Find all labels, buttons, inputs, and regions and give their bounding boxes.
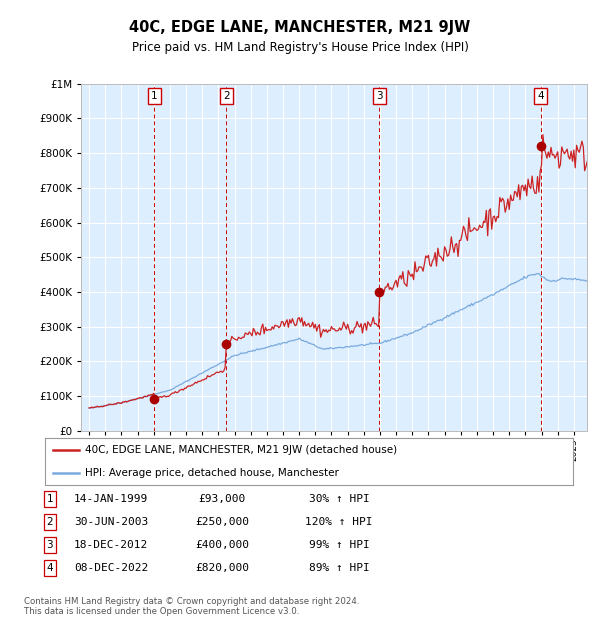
- Text: 14-JAN-1999: 14-JAN-1999: [74, 494, 148, 504]
- Text: £400,000: £400,000: [195, 540, 249, 550]
- Text: 120% ↑ HPI: 120% ↑ HPI: [305, 517, 373, 527]
- Text: 1: 1: [151, 91, 158, 101]
- Text: £93,000: £93,000: [199, 494, 245, 504]
- Text: 18-DEC-2012: 18-DEC-2012: [74, 540, 148, 550]
- Text: This data is licensed under the Open Government Licence v3.0.: This data is licensed under the Open Gov…: [24, 608, 299, 616]
- Text: £250,000: £250,000: [195, 517, 249, 527]
- Text: 89% ↑ HPI: 89% ↑ HPI: [308, 563, 370, 573]
- Text: 99% ↑ HPI: 99% ↑ HPI: [308, 540, 370, 550]
- Text: 4: 4: [537, 91, 544, 101]
- Text: 40C, EDGE LANE, MANCHESTER, M21 9JW: 40C, EDGE LANE, MANCHESTER, M21 9JW: [130, 20, 470, 35]
- Text: 3: 3: [46, 540, 53, 550]
- Text: 2: 2: [46, 517, 53, 527]
- Text: 30% ↑ HPI: 30% ↑ HPI: [308, 494, 370, 504]
- Text: Contains HM Land Registry data © Crown copyright and database right 2024.: Contains HM Land Registry data © Crown c…: [24, 597, 359, 606]
- Text: 2: 2: [223, 91, 230, 101]
- Text: 3: 3: [376, 91, 383, 101]
- Text: £820,000: £820,000: [195, 563, 249, 573]
- Text: Price paid vs. HM Land Registry's House Price Index (HPI): Price paid vs. HM Land Registry's House …: [131, 42, 469, 54]
- Text: 4: 4: [46, 563, 53, 573]
- Text: 1: 1: [46, 494, 53, 504]
- Text: 08-DEC-2022: 08-DEC-2022: [74, 563, 148, 573]
- Text: 40C, EDGE LANE, MANCHESTER, M21 9JW (detached house): 40C, EDGE LANE, MANCHESTER, M21 9JW (det…: [85, 445, 397, 455]
- Text: HPI: Average price, detached house, Manchester: HPI: Average price, detached house, Manc…: [85, 468, 338, 478]
- Text: 30-JUN-2003: 30-JUN-2003: [74, 517, 148, 527]
